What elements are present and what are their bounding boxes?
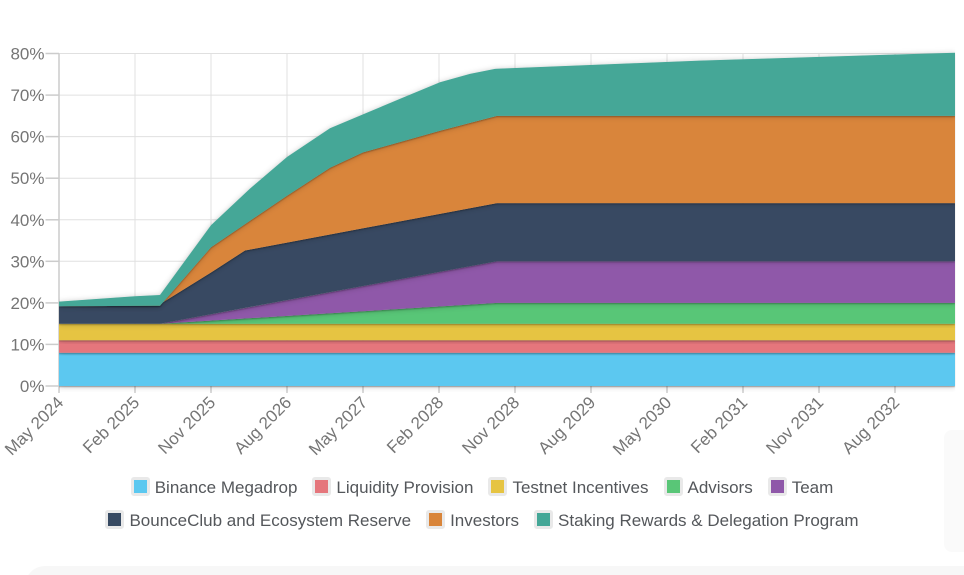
svg-text:80%: 80% xyxy=(10,45,44,64)
svg-text:30%: 30% xyxy=(10,252,44,271)
svg-text:0%: 0% xyxy=(20,377,45,396)
svg-text:Feb 2025: Feb 2025 xyxy=(79,393,143,457)
svg-text:May 2024: May 2024 xyxy=(1,393,67,459)
svg-text:Aug 2032: Aug 2032 xyxy=(838,393,903,458)
svg-text:Nov 2025: Nov 2025 xyxy=(154,393,219,458)
svg-text:10%: 10% xyxy=(10,335,44,354)
svg-text:50%: 50% xyxy=(10,169,44,188)
svg-text:Aug 2026: Aug 2026 xyxy=(230,393,295,458)
svg-text:20%: 20% xyxy=(10,294,44,313)
svg-text:Aug 2029: Aug 2029 xyxy=(534,393,599,458)
svg-text:60%: 60% xyxy=(10,128,44,147)
svg-text:Feb 2031: Feb 2031 xyxy=(687,393,751,457)
svg-text:70%: 70% xyxy=(10,86,44,105)
svg-text:40%: 40% xyxy=(10,211,44,230)
svg-text:May 2027: May 2027 xyxy=(305,393,371,459)
svg-text:Nov 2028: Nov 2028 xyxy=(458,393,523,458)
svg-text:May 2030: May 2030 xyxy=(609,393,675,459)
svg-text:Feb 2028: Feb 2028 xyxy=(383,393,447,457)
svg-text:Nov 2031: Nov 2031 xyxy=(762,393,827,458)
